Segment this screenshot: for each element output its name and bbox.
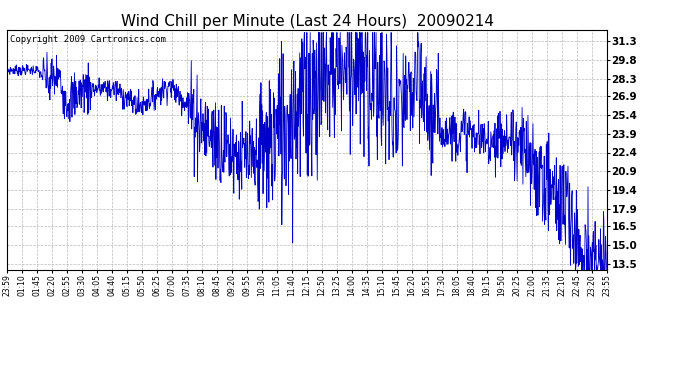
Text: Copyright 2009 Cartronics.com: Copyright 2009 Cartronics.com	[10, 35, 166, 44]
Title: Wind Chill per Minute (Last 24 Hours)  20090214: Wind Chill per Minute (Last 24 Hours) 20…	[121, 14, 493, 29]
